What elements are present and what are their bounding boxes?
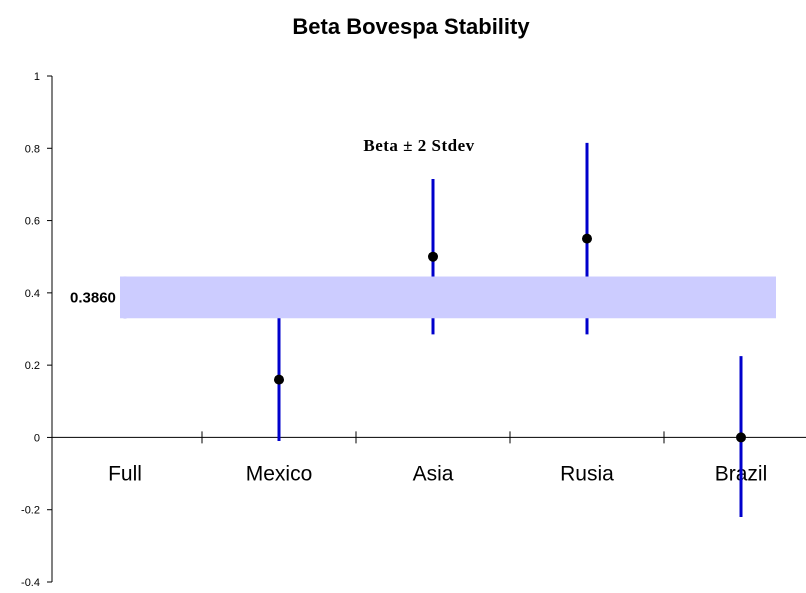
- data-point: [736, 432, 746, 443]
- y-axis: -0.4 -0.2 0 0.2 0.4 0.6 0.8 1: [21, 71, 53, 589]
- chart-title: Beta Bovespa Stability: [292, 14, 530, 39]
- data-point: [274, 374, 284, 385]
- y-tick-label: 0: [34, 432, 40, 444]
- y-tick-label: 0.6: [25, 216, 40, 228]
- band-label: 0.3860: [70, 289, 116, 306]
- chart-subtitle: Beta ± 2 Stdev: [363, 136, 474, 155]
- y-tick-label: -0.2: [21, 505, 40, 517]
- y-tick-label: 1: [34, 71, 40, 83]
- y-tick-label: 0.8: [25, 143, 40, 155]
- error-bars: [123, 142, 743, 517]
- x-axis: FullMexicoAsiaRusiaBrazil: [52, 431, 806, 485]
- y-tick-label: 0.2: [25, 360, 40, 372]
- x-tick-label: Mexico: [246, 462, 313, 485]
- data-point: [428, 251, 438, 262]
- x-tick-label: Full: [108, 462, 142, 485]
- y-tick-label: -0.4: [21, 577, 40, 589]
- data-point: [582, 233, 592, 244]
- confidence-band: 0.3860: [70, 276, 776, 319]
- x-tick-label: Rusia: [560, 462, 614, 485]
- data-points: [274, 233, 746, 443]
- x-tick-label: Asia: [413, 462, 454, 485]
- y-tick-label: 0.4: [25, 288, 40, 300]
- band-rect-overlay: [120, 276, 776, 319]
